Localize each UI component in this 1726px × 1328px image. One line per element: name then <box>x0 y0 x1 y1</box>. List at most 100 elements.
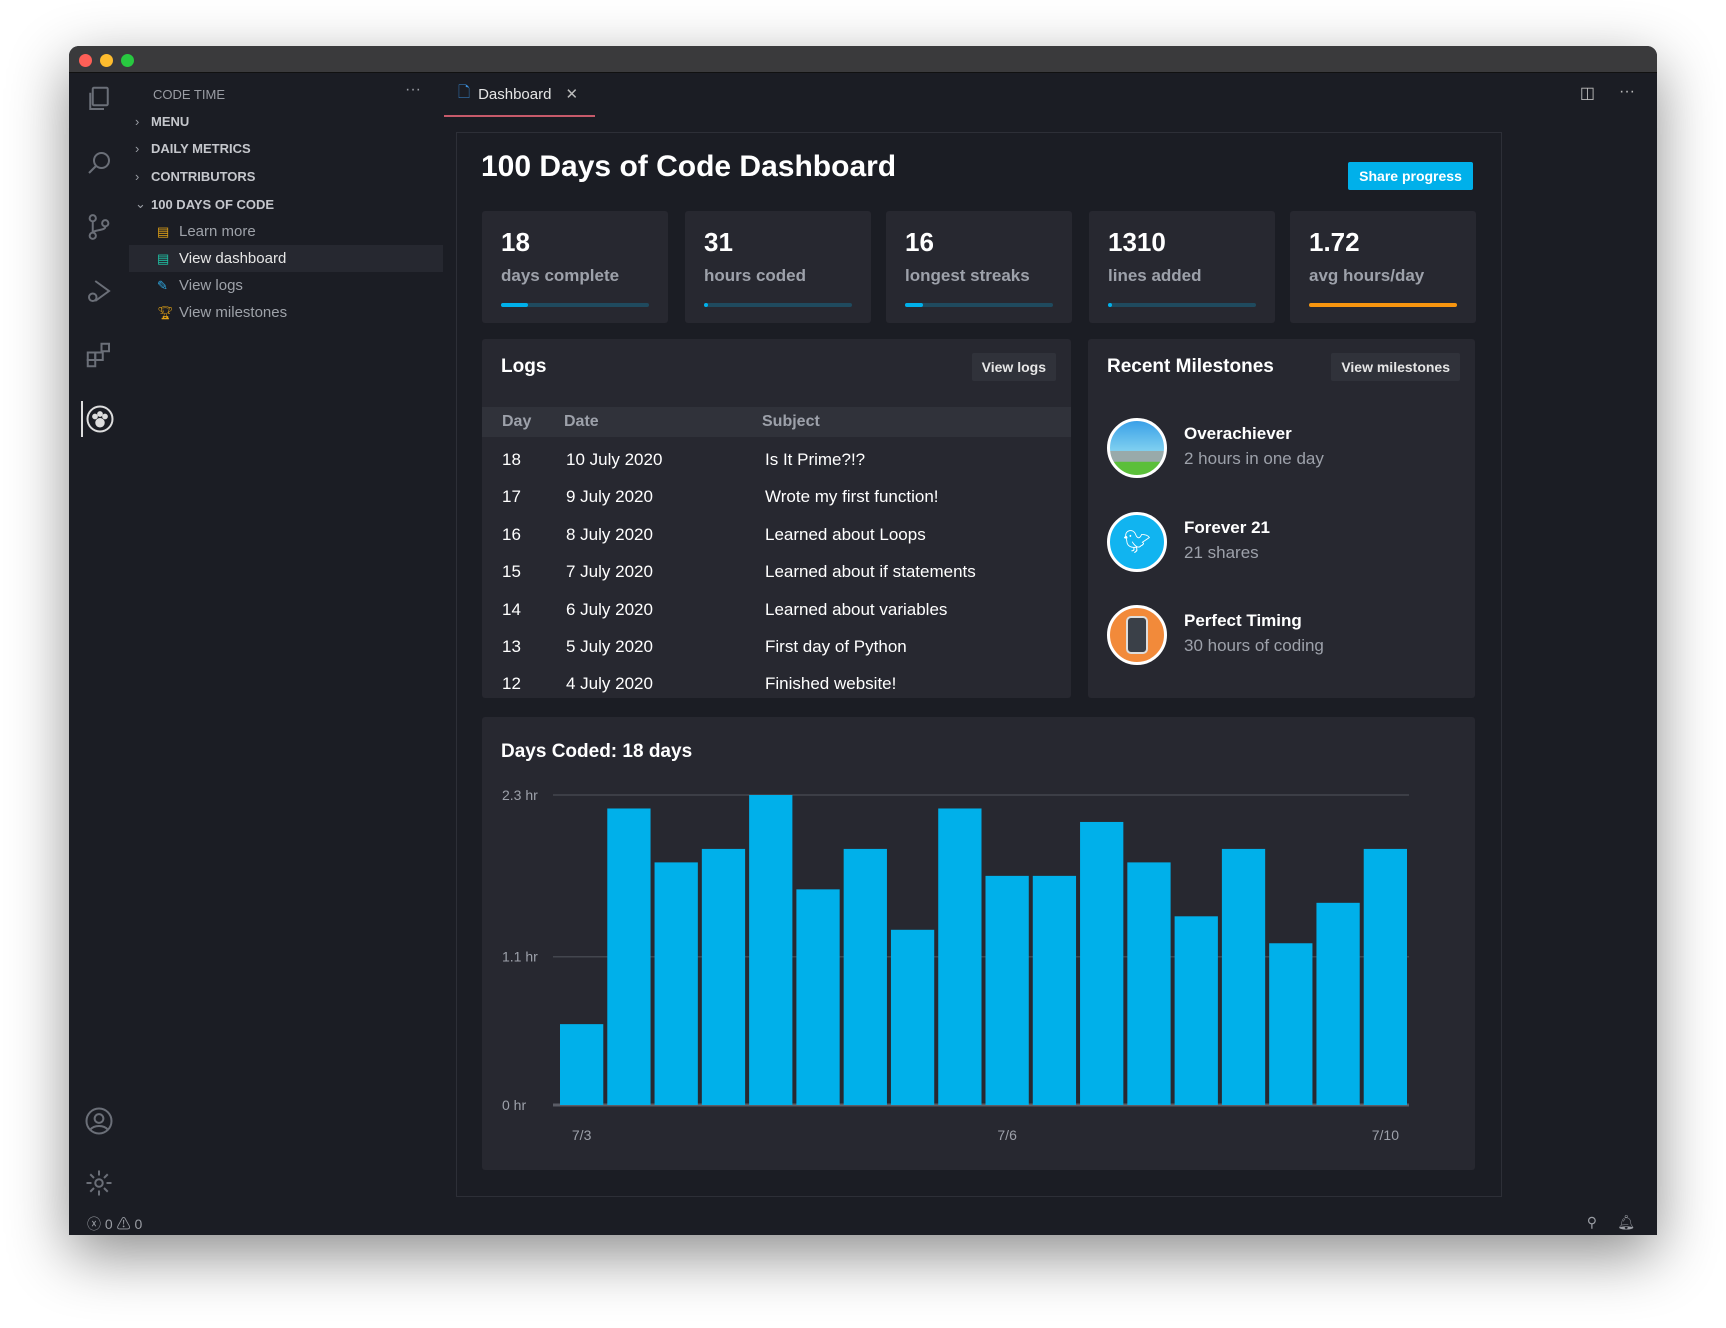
cell-date: 8 July 2020 <box>566 524 653 544</box>
more-actions-icon[interactable]: ··· <box>405 81 421 98</box>
stat-label: hours coded <box>704 266 807 285</box>
bar <box>1174 916 1218 1105</box>
sidebar-item-view-logs[interactable]: ✎ View logs <box>129 272 443 299</box>
bar <box>985 875 1029 1105</box>
sidebar-item-view-milestones[interactable]: 🏆︎ View milestones <box>129 299 443 326</box>
chevron-right-icon: › <box>135 169 140 184</box>
title-bar <box>69 46 1657 73</box>
status-bar: ⓧ 0 ⚠ 0 ⚲ 🔔︎ <box>69 1209 1657 1235</box>
source-control-icon[interactable] <box>81 209 117 245</box>
tab-dashboard[interactable]: 🗋︎ Dashboard ✕ <box>444 73 595 117</box>
search-icon[interactable] <box>81 145 117 181</box>
logs-title: Logs <box>501 356 547 377</box>
column-header-date: Date <box>564 413 599 430</box>
split-editor-icon[interactable]: ◫ <box>1579 85 1595 102</box>
bar <box>560 1024 604 1105</box>
cell-subject: Learned about variables <box>765 599 948 619</box>
progress-bar <box>1309 303 1457 307</box>
view-logs-button[interactable]: View logs <box>971 353 1056 381</box>
account-icon[interactable] <box>81 1103 117 1139</box>
settings-gear-icon[interactable] <box>81 1165 117 1201</box>
table-row[interactable]: 18 10 July 2020 Is It Prime?!? <box>482 444 1071 481</box>
item-label: Learn more <box>179 223 256 240</box>
extensions-icon[interactable] <box>81 337 117 373</box>
table-row[interactable]: 15 7 July 2020 Learned about if statemen… <box>482 556 1071 593</box>
table-row[interactable]: 16 8 July 2020 Learned about Loops <box>482 519 1071 556</box>
progress-bar <box>501 303 649 307</box>
table-row[interactable]: 14 6 July 2020 Learned about variables <box>482 594 1071 631</box>
cell-date: 4 July 2020 <box>566 674 653 694</box>
sidebar-title: CODE TIME <box>153 87 225 102</box>
milestones-panel: Recent Milestones View milestones Overac… <box>1088 339 1475 698</box>
more-actions-icon[interactable]: ··· <box>1619 83 1635 100</box>
chevron-down-icon: ⌄ <box>135 196 146 211</box>
minimize-window-button[interactable] <box>100 54 113 67</box>
milestone-perfect-timing[interactable]: Perfect Timing 30 hours of coding <box>1107 605 1467 667</box>
bar <box>938 808 982 1105</box>
errors-indicator[interactable]: ⓧ 0 ⚠ 0 <box>87 1214 142 1234</box>
x-tick-label: 7/10 <box>1372 1127 1399 1143</box>
milestones-title: Recent Milestones <box>1107 356 1274 377</box>
days-coded-chart: 0 hr 1.1 hr 2.3 hr 7/3 7/6 7/10 <box>502 787 1409 1143</box>
section-menu[interactable]: › MENU <box>135 114 189 129</box>
milestone-forever-21[interactable]: 🐦︎ Forever 21 21 shares <box>1107 512 1467 574</box>
stat-value: 18 <box>501 227 530 257</box>
days-coded-chart-panel: Days Coded: 18 days 0 hr 1.1 hr 2.3 hr 7/3 7… <box>482 717 1475 1170</box>
cell-day: 15 <box>502 562 521 582</box>
logs-table-header: Day Date Subject <box>482 407 1071 437</box>
item-label: View dashboard <box>179 250 287 267</box>
cell-day: 12 <box>502 674 521 694</box>
cell-date: 9 July 2020 <box>566 487 653 507</box>
view-milestones-button[interactable]: View milestones <box>1331 353 1460 381</box>
section-100-days[interactable]: ⌄ 100 DAYS OF CODE <box>135 196 274 212</box>
cell-day: 14 <box>502 599 521 619</box>
cell-day: 13 <box>502 637 521 656</box>
section-label: CONTRIBUTORS <box>151 169 256 184</box>
cell-date: 6 July 2020 <box>566 599 653 619</box>
warning-count: 0 <box>134 1216 143 1232</box>
close-window-button[interactable] <box>79 54 92 67</box>
error-icon: ⓧ <box>87 1216 101 1232</box>
x-tick-label: 7/6 <box>997 1127 1017 1143</box>
table-row[interactable]: 13 5 July 2020 First day of Python <box>482 631 1071 668</box>
stat-card: 16 longest streaks <box>886 211 1072 323</box>
stat-card: 31 hours coded <box>685 211 871 323</box>
section-label: DAILY METRICS <box>151 141 251 156</box>
share-progress-button[interactable]: Share progress <box>1348 162 1473 190</box>
cell-subject: Finished website! <box>765 674 897 694</box>
editor-tab-bar: 🗋︎ Dashboard ✕ ◫ ··· <box>443 73 1657 117</box>
table-row[interactable]: 12 4 July 2020 Finished website! <box>482 668 1071 698</box>
stat-value: 1310 <box>1108 227 1166 257</box>
milestone-overachiever[interactable]: Overachiever 2 hours in one day <box>1107 418 1467 480</box>
column-header-day: Day <box>502 413 532 430</box>
chevron-right-icon: › <box>135 141 140 156</box>
progress-fill <box>1309 303 1457 307</box>
page-title: 100 Days of Code Dashboard <box>481 150 897 183</box>
maximize-window-button[interactable] <box>121 54 134 67</box>
bar <box>1221 848 1266 1105</box>
column-header-subject: Subject <box>762 413 820 430</box>
progress-bar <box>1108 303 1256 307</box>
bar <box>607 808 651 1105</box>
error-count: 0 <box>104 1216 113 1232</box>
sidebar-item-learn-more[interactable]: ▤ Learn more <box>129 218 443 245</box>
close-tab-icon[interactable]: ✕ <box>565 86 579 103</box>
cell-day: 16 <box>502 524 521 544</box>
section-label: MENU <box>151 114 190 129</box>
table-row[interactable]: 17 9 July 2020 Wrote my first function! <box>482 481 1071 518</box>
chart-title: Days Coded: 18 days <box>501 741 693 762</box>
section-contributors[interactable]: › CONTRIBUTORS <box>135 169 255 184</box>
notifications-bell-icon[interactable]: 🔔︎ <box>1617 1214 1635 1230</box>
cell-subject: First day of Python <box>765 637 907 656</box>
sidebar-item-view-dashboard[interactable]: ▤ View dashboard <box>129 245 443 272</box>
explorer-icon[interactable] <box>81 81 117 117</box>
stat-card: 1310 lines added <box>1089 211 1275 323</box>
document-icon: ▤ <box>157 223 170 239</box>
code-time-paw-icon[interactable] <box>81 401 117 437</box>
file-icon: 🗋︎ <box>458 83 471 101</box>
feedback-icon[interactable]: ⚲ <box>1586 1214 1597 1230</box>
edit-icon: ✎ <box>157 277 168 293</box>
progress-bar <box>704 303 852 307</box>
section-daily-metrics[interactable]: › DAILY METRICS <box>135 141 251 156</box>
run-debug-icon[interactable] <box>81 273 117 309</box>
